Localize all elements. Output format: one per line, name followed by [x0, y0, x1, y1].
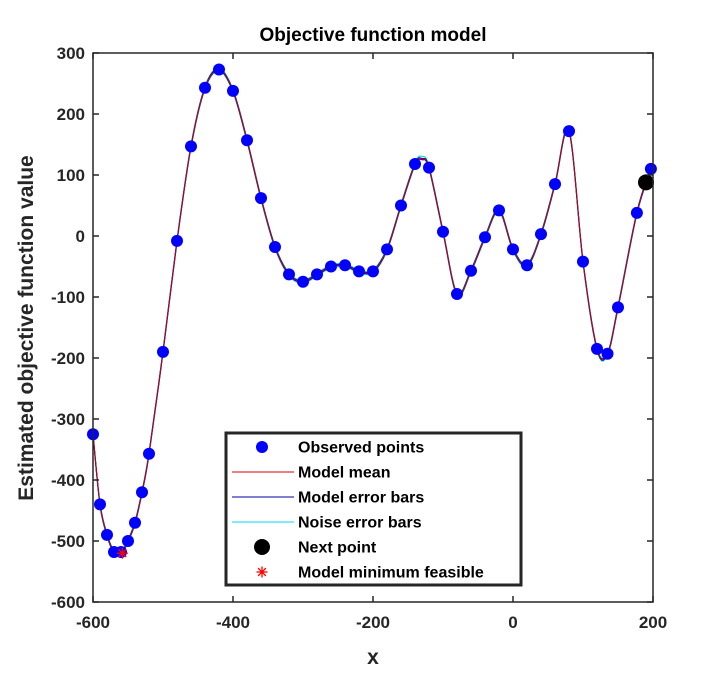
y-axis-label: Estimated objective function value	[15, 155, 38, 500]
observed-point	[129, 516, 141, 529]
observed-point	[213, 63, 225, 76]
observed-point	[591, 342, 603, 355]
y-tick-label: -400	[51, 471, 85, 490]
observed-point	[493, 204, 505, 217]
legend-symbol	[254, 539, 270, 555]
legend-entry: Noise error bars	[232, 515, 422, 532]
observed-point	[644, 162, 657, 175]
observed-point	[451, 287, 463, 300]
observed-point	[325, 260, 337, 273]
observed-point	[479, 231, 491, 244]
y-tick-label: -100	[51, 288, 85, 307]
observed-point	[241, 134, 253, 147]
y-tick-label: 200	[57, 105, 85, 124]
observed-point	[185, 140, 197, 153]
legend-entry: Next point	[254, 539, 377, 557]
observed-point	[535, 228, 547, 241]
legend-label: Noise error bars	[298, 515, 422, 532]
observed-point	[353, 265, 365, 278]
observed-point	[143, 447, 155, 460]
x-axis-label: x	[367, 646, 379, 669]
observed-point	[437, 225, 449, 238]
observed-point	[269, 240, 281, 253]
observed-point	[381, 243, 393, 256]
chart-title: Objective function model	[260, 25, 487, 46]
y-tick-label: -300	[51, 410, 85, 429]
legend-label: Next point	[298, 540, 377, 557]
legend-entry: Observed points	[256, 440, 424, 457]
y-tick-label: 300	[57, 44, 85, 63]
observed-point	[255, 192, 267, 205]
x-tick-label: 0	[508, 613, 517, 632]
observed-point	[409, 158, 421, 171]
observed-point	[136, 486, 148, 499]
observed-point	[199, 81, 211, 94]
x-tick-label: 200	[639, 613, 667, 632]
y-tick-label: -500	[51, 532, 85, 551]
x-axis-ticks: -600 -400 -200 0 200	[76, 53, 667, 632]
y-tick-label: 0	[76, 227, 85, 246]
observed-point	[171, 234, 183, 247]
observed-point	[339, 259, 351, 272]
legend: Observed points Model mean Model error bar…	[224, 431, 523, 587]
legend-entry: Model error bars	[232, 490, 424, 507]
observed-point	[367, 265, 379, 278]
observed-point	[465, 264, 477, 277]
x-tick-label: -600	[76, 613, 110, 632]
observed-point	[549, 178, 561, 191]
observed-point	[601, 347, 614, 360]
model-minimum-marker	[116, 547, 128, 559]
observed-point	[157, 345, 169, 358]
observed-point	[122, 535, 134, 547]
x-tick-label: -200	[356, 613, 390, 632]
observed-point	[612, 301, 624, 314]
observed-point	[227, 84, 239, 97]
next-point-marker	[638, 174, 654, 191]
y-tick-label: -200	[51, 349, 85, 368]
observed-point	[507, 243, 519, 256]
y-axis-ticks: -600 -500 -400 -300 -200 -100 0 100 200 300	[51, 44, 653, 612]
y-tick-label: 100	[57, 166, 85, 185]
legend-entry: Model mean	[232, 465, 390, 482]
observed-point	[101, 528, 113, 541]
legend-symbol	[256, 566, 268, 578]
observed-point	[297, 275, 309, 288]
observed-point	[521, 259, 533, 272]
observed-point	[423, 161, 435, 174]
observed-point	[563, 125, 575, 138]
legend-entry: Model minimum feasible	[256, 565, 484, 582]
observed-point	[311, 268, 323, 281]
observed-point	[395, 199, 407, 212]
legend-label: Model minimum feasible	[298, 565, 484, 582]
observed-point	[94, 498, 106, 511]
x-tick-label: -400	[216, 613, 250, 632]
legend-label: Observed points	[298, 440, 424, 457]
observed-point	[577, 255, 589, 268]
legend-label: Model error bars	[298, 490, 424, 507]
legend-symbol	[256, 441, 268, 453]
observed-point	[630, 206, 643, 219]
observed-point	[283, 268, 295, 281]
legend-box	[224, 431, 523, 587]
y-tick-label: -600	[51, 593, 85, 612]
legend-label: Model mean	[298, 465, 390, 482]
